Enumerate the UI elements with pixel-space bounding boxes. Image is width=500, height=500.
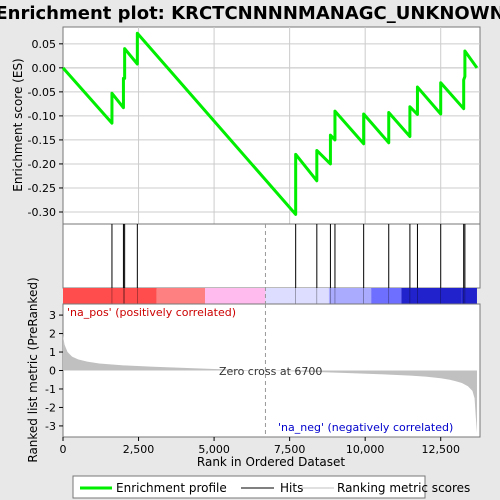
ranking-color-bar <box>63 288 477 304</box>
ranking-bar-segment <box>461 288 477 304</box>
legend-ranking: Ranking metric scores <box>301 481 470 495</box>
chart-title: Enrichment plot: KRCTCNNNNMANAGC_UNKNOWN <box>0 3 500 24</box>
x-tick-label: 0 <box>60 443 67 456</box>
ranking-bar-segment <box>328 288 372 304</box>
metric-y-tick-label: 0 <box>49 365 56 378</box>
legend-box <box>72 475 426 499</box>
x-tick-label: 7,500 <box>274 443 306 456</box>
es-y-ticks: 0.05 0.00 -0.05 -0.10 -0.15 -0.20 -0.25 -0.30 <box>28 38 63 219</box>
es-y-tick-label: -0.05 <box>28 86 56 99</box>
es-y-tick-label: -0.25 <box>28 182 56 195</box>
legend-enrichment-label: Enrichment profile <box>116 481 227 495</box>
es-y-tick-label: 0.05 <box>32 38 57 51</box>
x-axis-label: Rank in Ordered Dataset <box>197 455 345 469</box>
hits-marks <box>111 224 466 288</box>
metric-y-tick-label: 1 <box>49 346 56 359</box>
legend-enrichment: Enrichment profile <box>80 481 227 495</box>
x-tick-label: 2,500 <box>123 443 155 456</box>
negative-correlation-label: 'na_neg' (negatively correlated) <box>278 421 453 434</box>
x-tick-label: 10,000 <box>346 443 385 456</box>
ranking-bar-segment <box>401 288 462 304</box>
metric-y-axis-label: Ranked list metric (PreRanked) <box>26 277 40 462</box>
x-tick-label: 12,500 <box>421 443 460 456</box>
enrichment-profile-line <box>61 31 479 216</box>
ranking-bar-segment <box>156 288 206 304</box>
legend-hits-label: Hits <box>280 481 303 495</box>
legend-ranking-label: Ranking metric scores <box>337 481 470 495</box>
metric-y-tick-label: -3 <box>45 420 56 433</box>
metric-y-tick-label: 2 <box>49 328 56 341</box>
legend-hits: Hits <box>241 481 303 495</box>
zero-cross-label: Zero cross at 6700 <box>219 365 322 378</box>
es-y-tick-label: 0.00 <box>32 62 57 75</box>
ranking-bar-segment <box>205 288 266 304</box>
metric-y-tick-label: 3 <box>49 309 56 322</box>
es-y-tick-label: -0.15 <box>28 134 56 147</box>
metric-y-ticks: 3 2 1 0 -1 -2 -3 <box>45 309 63 433</box>
positive-correlation-label: 'na_pos' (positively correlated) <box>67 306 236 319</box>
ranking-bar-segment <box>265 288 329 304</box>
es-y-axis-label: Enrichment score (ES) <box>11 58 25 191</box>
metric-y-tick-label: -1 <box>45 383 56 396</box>
es-y-tick-label: -0.10 <box>28 110 56 123</box>
x-tick-label: 5,000 <box>198 443 230 456</box>
metric-y-tick-label: -2 <box>45 401 56 414</box>
x-axis-ticks: 0 2,500 5,000 7,500 10,000 12,500 <box>60 437 460 456</box>
ranking-bar-segment <box>63 288 157 304</box>
es-y-tick-label: -0.30 <box>28 206 56 219</box>
es-y-tick-label: -0.20 <box>28 158 56 171</box>
ranking-bar-segment <box>371 288 402 304</box>
